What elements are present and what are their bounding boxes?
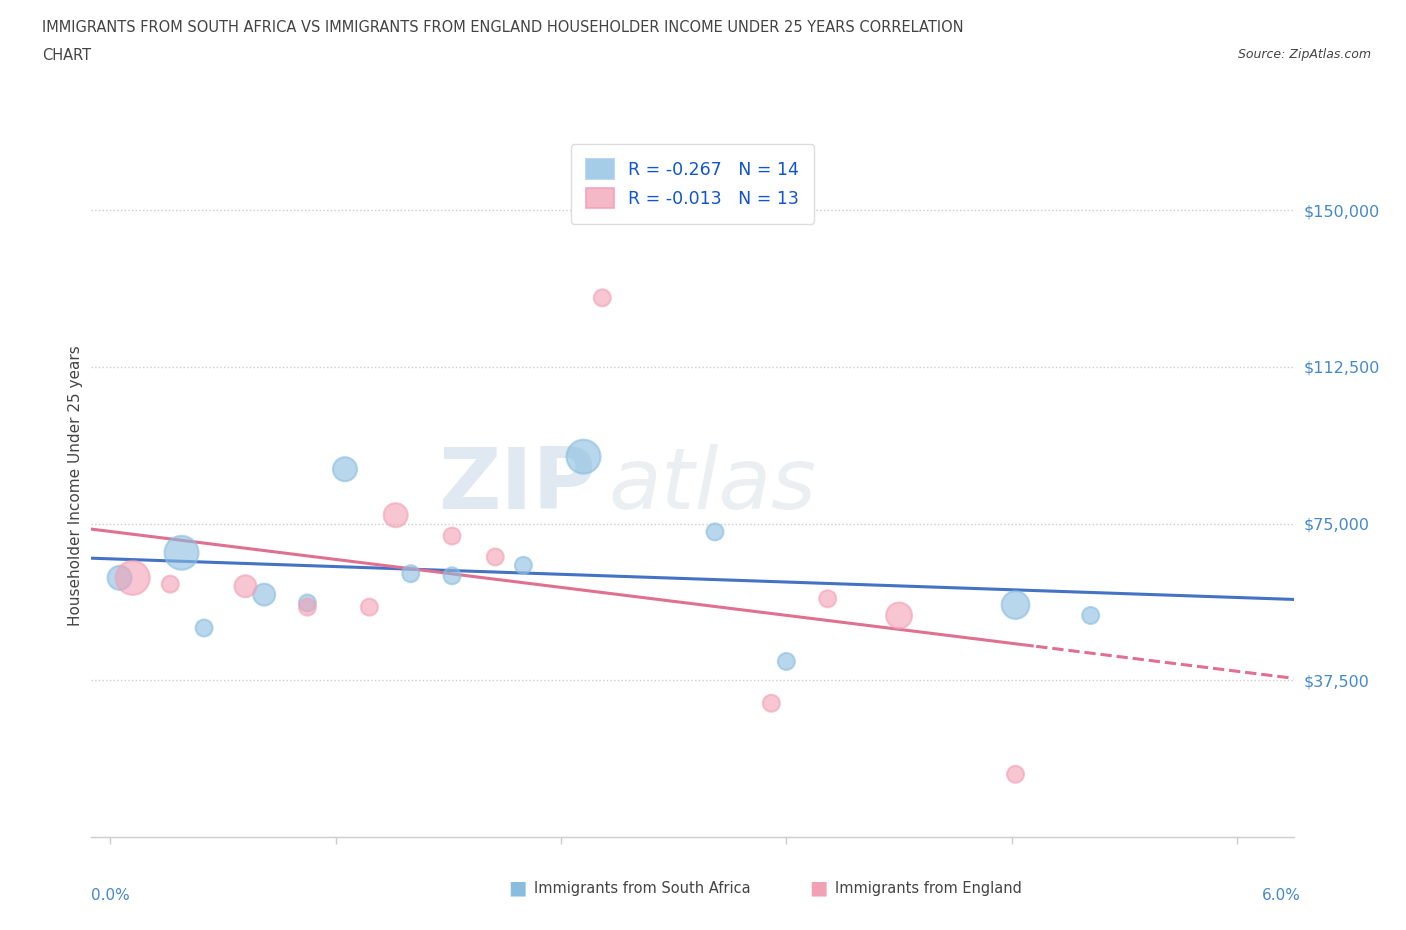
Point [441, 568, 464, 583]
Point [253, 587, 276, 602]
Text: 6.0%: 6.0% [1261, 888, 1301, 903]
Point [1004, 767, 1026, 782]
Point [170, 545, 193, 560]
Point [441, 528, 464, 543]
Text: ZIP: ZIP [439, 445, 596, 527]
Point [399, 566, 422, 581]
Text: 0.0%: 0.0% [91, 888, 131, 903]
Point [159, 577, 181, 591]
Point [572, 449, 595, 464]
Text: ■: ■ [508, 879, 527, 897]
Point [887, 608, 910, 623]
Point [108, 570, 131, 585]
Legend: R = -0.267   N = 14, R = -0.013   N = 13: R = -0.267 N = 14, R = -0.013 N = 13 [571, 143, 814, 223]
Point [297, 595, 319, 610]
Y-axis label: Householder Income Under 25 years: Householder Income Under 25 years [67, 346, 83, 626]
Point [235, 578, 257, 593]
Point [484, 550, 506, 565]
Point [193, 620, 215, 635]
Point [384, 508, 406, 523]
Text: atlas: atlas [609, 445, 817, 527]
Point [297, 600, 319, 615]
Point [704, 525, 727, 539]
Point [512, 558, 534, 573]
Text: ■: ■ [808, 879, 828, 897]
Text: Immigrants from England: Immigrants from England [835, 881, 1022, 896]
Text: IMMIGRANTS FROM SOUTH AFRICA VS IMMIGRANTS FROM ENGLAND HOUSEHOLDER INCOME UNDER: IMMIGRANTS FROM SOUTH AFRICA VS IMMIGRAN… [42, 20, 963, 35]
Point [761, 696, 783, 711]
Text: CHART: CHART [42, 48, 91, 63]
Point [1004, 598, 1026, 613]
Point [359, 600, 381, 615]
Point [333, 462, 356, 477]
Point [591, 290, 613, 305]
Text: Source: ZipAtlas.com: Source: ZipAtlas.com [1237, 48, 1371, 61]
Point [1080, 608, 1102, 623]
Text: Immigrants from South Africa: Immigrants from South Africa [534, 881, 751, 896]
Point [817, 591, 839, 606]
Point [121, 570, 143, 585]
Point [775, 654, 797, 669]
